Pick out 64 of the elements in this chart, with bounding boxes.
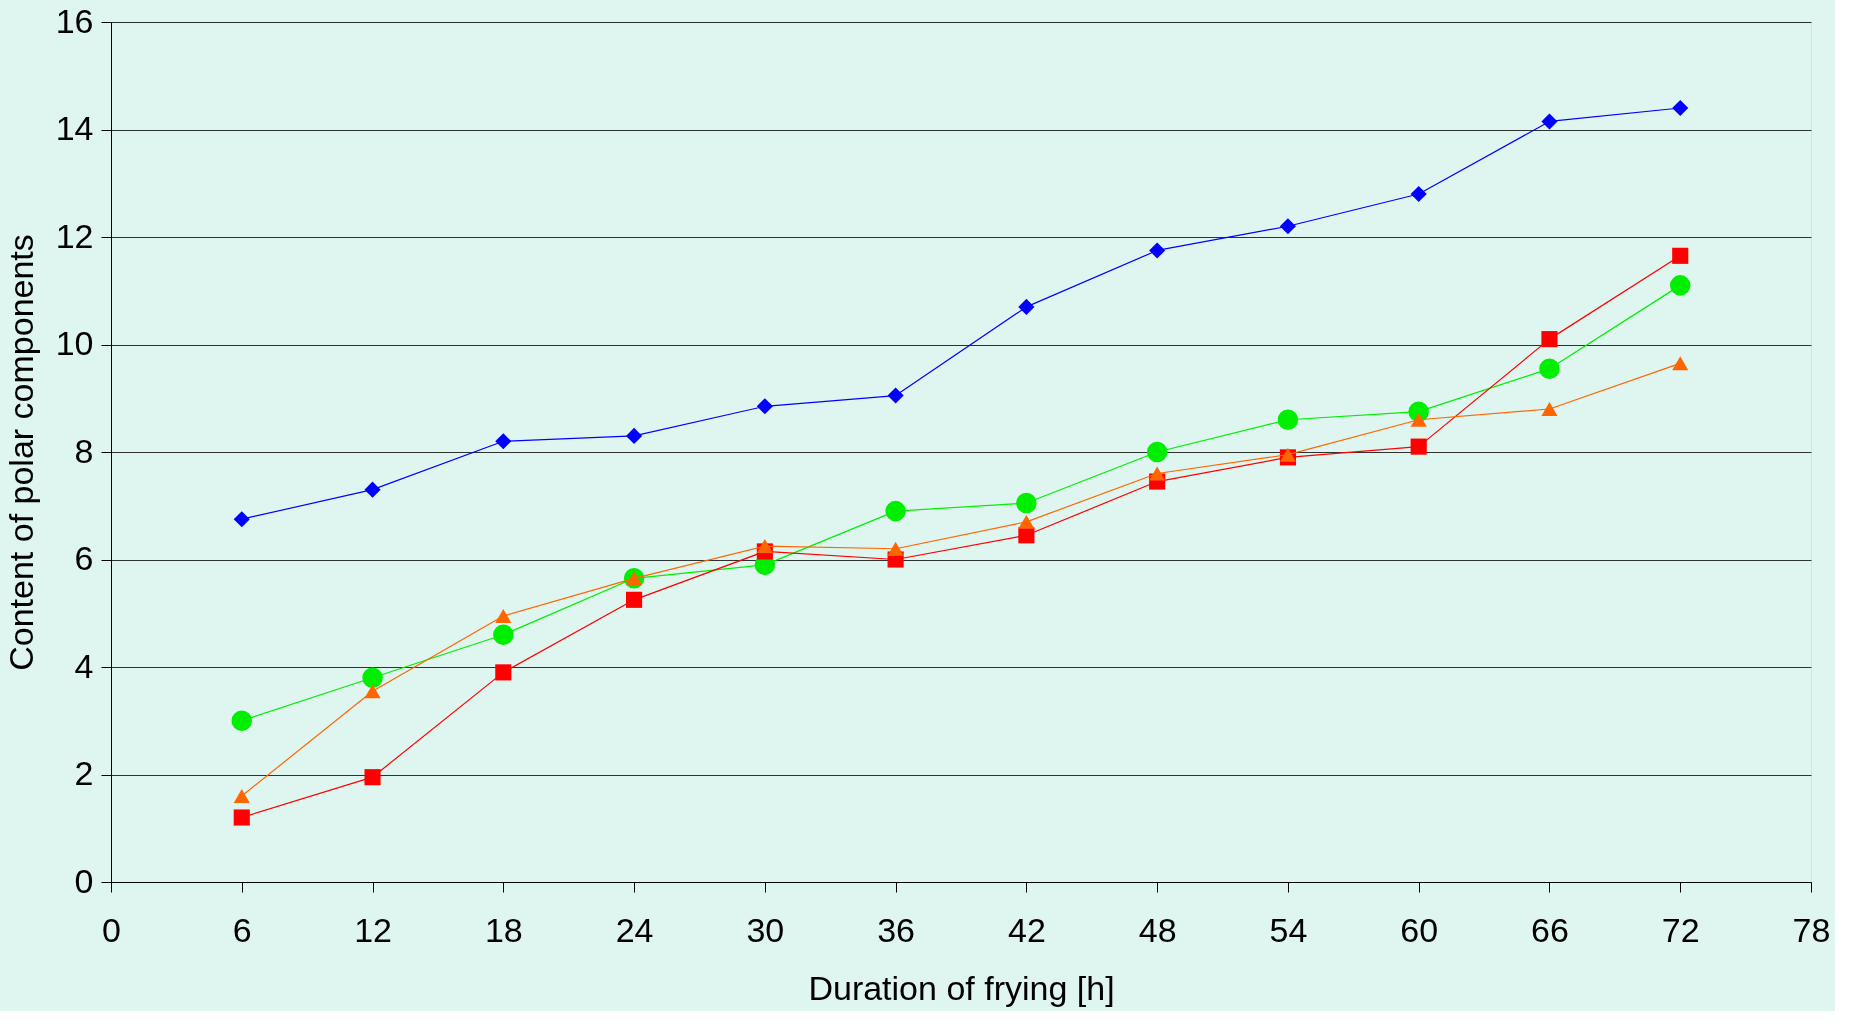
point [887, 541, 904, 556]
x-tick-label: 66 [1531, 910, 1569, 949]
point [493, 624, 514, 645]
point [1410, 412, 1427, 427]
y-tick-label: 10 [55, 324, 94, 362]
x-axis-title: Duration of frying [h] [808, 968, 1115, 1007]
x-tick-label: 42 [1007, 910, 1046, 949]
x-tick-label: 60 [1400, 910, 1439, 949]
point [1279, 447, 1296, 462]
x-tick-label: 30 [746, 910, 785, 949]
point [364, 769, 381, 786]
point [364, 684, 381, 699]
y-tick-label: 14 [55, 109, 94, 147]
point [495, 433, 512, 450]
y-tick-label: 8 [74, 431, 94, 470]
point [887, 387, 904, 404]
point [1672, 99, 1689, 117]
point [1018, 514, 1035, 529]
y-tick-label: 16 [55, 1, 94, 40]
point [1149, 242, 1166, 259]
point [1146, 441, 1168, 463]
point [1672, 247, 1689, 264]
point [231, 710, 253, 731]
point [756, 539, 773, 554]
x-tick-label: 0 [102, 910, 121, 949]
point [1016, 492, 1037, 514]
point [1541, 402, 1558, 416]
point [495, 608, 512, 623]
x-tick-label: 78 [1792, 910, 1831, 949]
point [626, 427, 643, 444]
point [1149, 466, 1166, 481]
point [362, 667, 383, 688]
point [233, 809, 250, 826]
point [1541, 113, 1558, 130]
point [495, 664, 512, 681]
point [756, 398, 773, 415]
x-tick-label: 36 [877, 910, 916, 949]
x-tick-label: 6 [232, 910, 252, 949]
point [364, 481, 381, 498]
x-tick-label: 18 [484, 910, 523, 949]
y-tick-label: 2 [74, 754, 94, 792]
point [1279, 218, 1296, 235]
point [1277, 409, 1299, 430]
point [1018, 298, 1035, 315]
y-axis-title: Content of polar components [1, 234, 40, 671]
x-tick-label: 72 [1661, 910, 1700, 949]
point [1541, 331, 1558, 348]
x-tick-label: 12 [354, 910, 392, 949]
x-tick-label: 54 [1269, 910, 1308, 949]
y-tick-label: 12 [55, 216, 94, 255]
point [885, 500, 906, 522]
point [1410, 185, 1427, 203]
point [233, 511, 250, 528]
x-tick-label: 48 [1138, 910, 1177, 949]
x-tick-label: 24 [615, 910, 654, 949]
point [1410, 438, 1427, 455]
point [1669, 275, 1691, 296]
point [626, 591, 643, 608]
point [233, 789, 250, 803]
y-tick-label: 6 [74, 539, 94, 577]
point [1539, 358, 1560, 379]
point [1672, 356, 1689, 371]
y-tick-label: 0 [74, 861, 94, 900]
y-tick-label: 4 [74, 646, 94, 685]
